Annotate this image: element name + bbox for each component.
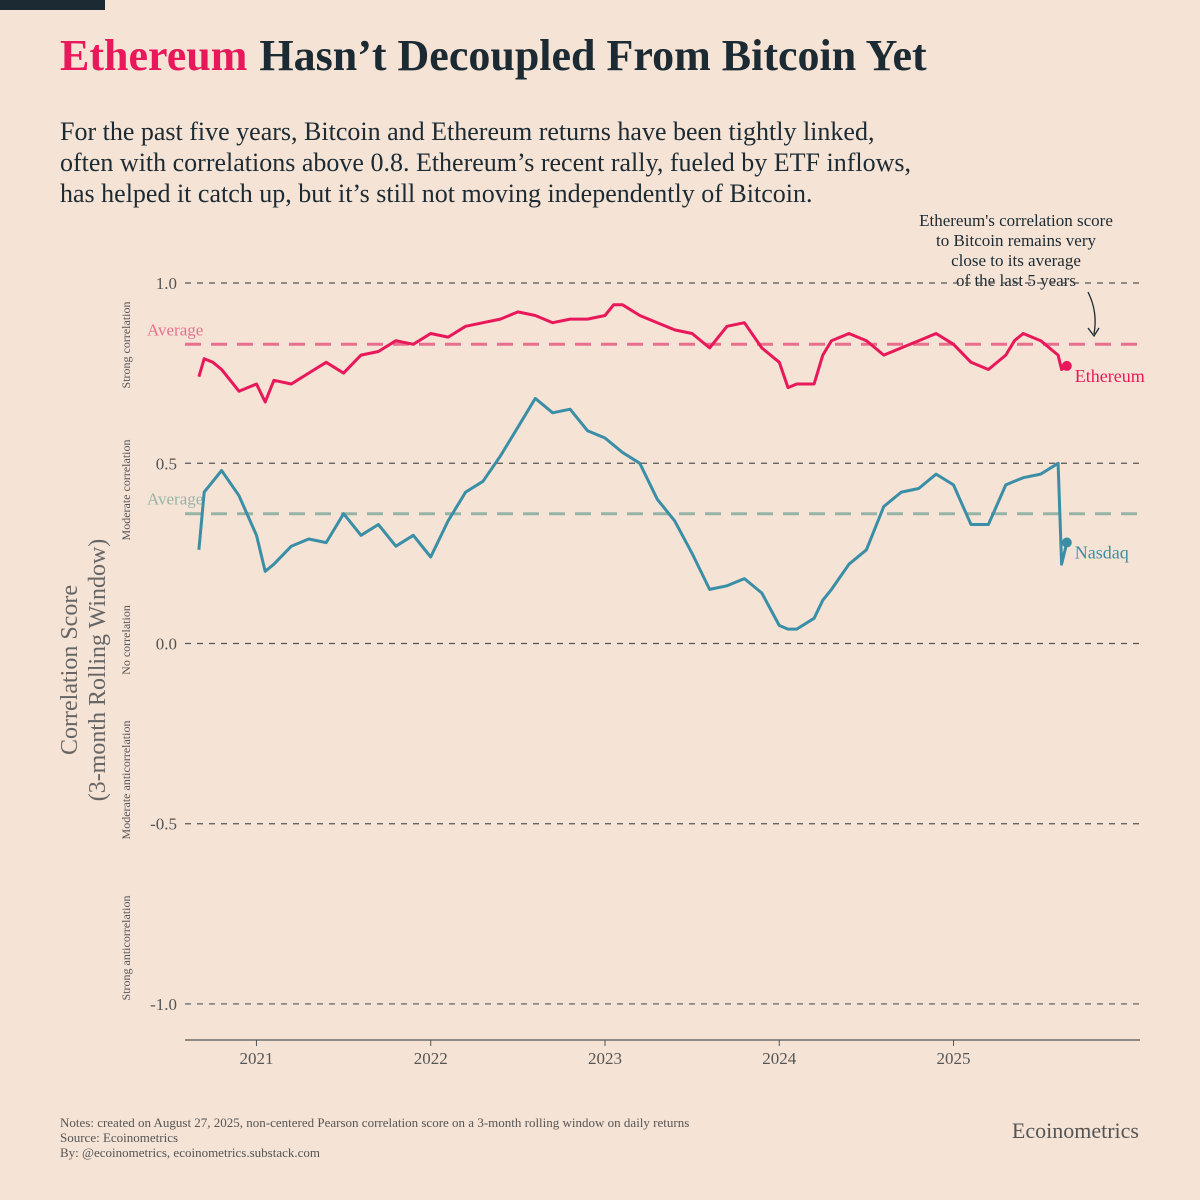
annotation-arrow bbox=[1087, 291, 1096, 335]
zone-label: No correlation bbox=[119, 605, 133, 675]
x-tick-label: 2024 bbox=[762, 1049, 797, 1068]
annotation-line: to Bitcoin remains very bbox=[936, 231, 1097, 250]
note-line: Notes: created on August 27, 2025, non-c… bbox=[60, 1115, 689, 1130]
chart-title: Ethereum Hasn’t Decoupled From Bitcoin Ye… bbox=[60, 31, 927, 80]
zone-label: Moderate anticorrelation bbox=[119, 721, 133, 840]
y-tick-label: 0.0 bbox=[156, 634, 177, 653]
y-tick-label: 0.5 bbox=[156, 454, 177, 473]
series-line bbox=[197, 303, 1068, 404]
y-axis-label: Correlation Score bbox=[57, 585, 83, 755]
x-tick-label: 2023 bbox=[588, 1049, 622, 1068]
annotation-line: of the last 5 years bbox=[956, 271, 1076, 290]
x-tick-label: 2022 bbox=[414, 1049, 448, 1068]
note-line: By: @ecoinometrics, ecoinometrics.substa… bbox=[60, 1145, 320, 1160]
title-rest: Hasn’t Decoupled From Bitcoin Yet bbox=[259, 31, 927, 80]
end-dot bbox=[1061, 360, 1072, 371]
x-tick-label: 2025 bbox=[937, 1049, 971, 1068]
zone-label: Strong anticorrelation bbox=[119, 896, 133, 1001]
series-label: Ethereum bbox=[1075, 366, 1145, 386]
zone-label: Strong correlation bbox=[119, 302, 133, 389]
y-tick-label: -0.5 bbox=[150, 815, 177, 834]
annotation-line: Ethereum's correlation score bbox=[919, 211, 1113, 230]
end-dot bbox=[1061, 537, 1072, 548]
brand: Ecoinometrics bbox=[1012, 1118, 1139, 1143]
x-tick-label: 2021 bbox=[239, 1049, 273, 1068]
average-label: Average bbox=[147, 490, 203, 509]
series-label: Nasdaq bbox=[1075, 543, 1129, 563]
y-tick-label: -1.0 bbox=[150, 995, 177, 1014]
note-line: Source: Ecoinometrics bbox=[60, 1130, 178, 1145]
title-highlight: Ethereum bbox=[60, 31, 247, 80]
average-label: Average bbox=[147, 320, 203, 339]
subtitle-line: often with correlations above 0.8. Ether… bbox=[60, 148, 911, 177]
corner-bar bbox=[0, 0, 105, 10]
y-tick-label: 1.0 bbox=[156, 274, 177, 293]
y-axis-label: (3-month Rolling Window) bbox=[85, 539, 111, 802]
annotation-arrowhead bbox=[1087, 327, 1100, 338]
subtitle-line: has helped it catch up, but it’s still n… bbox=[60, 179, 812, 208]
subtitle-line: For the past five years, Bitcoin and Eth… bbox=[60, 117, 874, 146]
series-line bbox=[197, 396, 1069, 631]
annotation-line: close to its average bbox=[951, 251, 1081, 270]
zone-label: Moderate correlation bbox=[119, 440, 133, 541]
